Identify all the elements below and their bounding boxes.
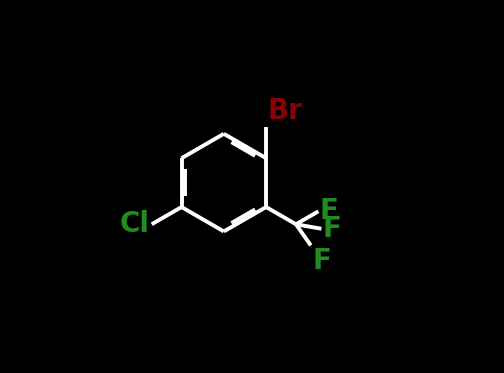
Text: Br: Br — [268, 97, 302, 125]
Text: Cl: Cl — [119, 210, 149, 238]
Text: F: F — [320, 197, 339, 225]
Text: F: F — [323, 215, 342, 243]
Text: F: F — [312, 247, 331, 275]
